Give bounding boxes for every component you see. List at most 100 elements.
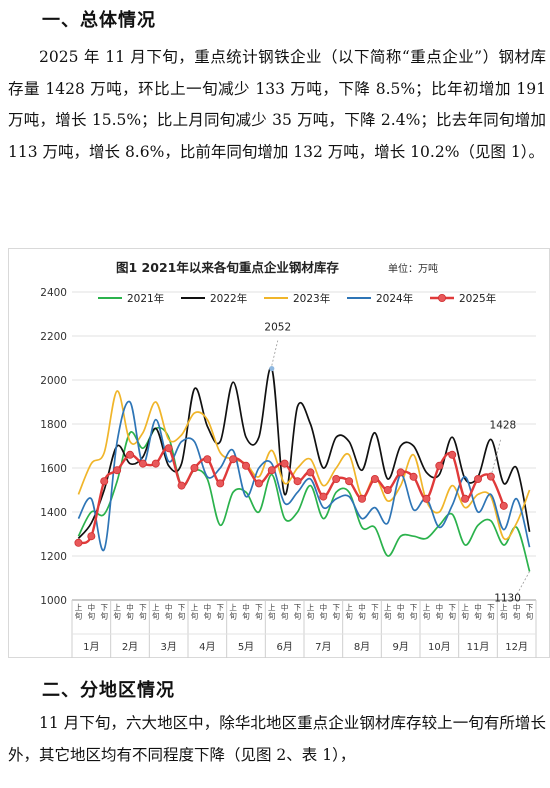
legend-label-0: 2021年 [127, 292, 164, 305]
x-tick-label: 中旬 [358, 602, 366, 621]
x-tick-label: 上旬 [268, 603, 276, 621]
series-point-2025 [190, 463, 199, 472]
month-label: 10月 [428, 641, 451, 653]
chart-canvas: 图1 2021年以来各旬重点企业钢材库存 单位：万吨 1000 1200 1400 160… [8, 248, 550, 658]
series-point-2025 [280, 459, 289, 468]
month-label: 9月 [392, 641, 408, 653]
chart-title: 图1 2021年以来各旬重点企业钢材库存 [116, 260, 339, 275]
annotation-label: 1428 [490, 420, 517, 432]
x-tick-label: 上旬 [423, 603, 431, 621]
series-point-2025 [100, 477, 109, 486]
series-point-2025 [461, 494, 470, 503]
x-tick-label: 下旬 [487, 603, 495, 621]
annotation-label: 2052 [264, 322, 291, 334]
x-tick-label: 中旬 [513, 602, 521, 621]
y-tick-label: 2400 [40, 287, 67, 299]
x-tick-label: 下旬 [216, 603, 224, 621]
series-line-2 [77, 390, 531, 541]
x-tick-label: 上旬 [152, 603, 160, 621]
inventory-chart: 图1 2021年以来各旬重点企业钢材库存 单位：万吨 1000 1200 1400 160… [8, 248, 550, 658]
x-tick-label: 上旬 [307, 603, 315, 621]
series-point-2025 [396, 468, 405, 477]
month-label: 6月 [276, 641, 292, 653]
series-point-2025 [332, 474, 341, 483]
series-point-2025 [203, 455, 212, 464]
x-tick-label: 下旬 [448, 603, 456, 621]
series-line-1 [77, 367, 531, 539]
series-point-2025 [422, 494, 431, 503]
x-tick-label: 中旬 [204, 602, 212, 621]
month-label: 12月 [505, 641, 528, 653]
x-tick-label: 中旬 [126, 602, 134, 621]
series-point-2025 [357, 494, 366, 503]
x-tick-label: 上旬 [500, 603, 508, 621]
x-tick-label: 下旬 [332, 603, 340, 621]
legend-label-3: 2024年 [376, 292, 413, 305]
month-label: 3月 [160, 641, 176, 653]
month-label: 8月 [354, 641, 370, 653]
annotation-marker [269, 365, 275, 372]
section1-paragraph: 2025 年 11 月下旬，重点统计钢铁企业（以下简称“重点企业”）钢材库存量 … [8, 48, 546, 161]
y-tick-label: 2000 [40, 375, 67, 387]
series-point-2025 [177, 481, 186, 490]
x-tick-label: 下旬 [100, 603, 108, 621]
section2-heading: 二、分地区情况 [42, 680, 175, 701]
x-tick-label: 上旬 [75, 603, 83, 621]
x-tick-label: 中旬 [474, 602, 482, 621]
annotation-leader [271, 340, 279, 366]
series-point-2025 [383, 485, 392, 494]
series-point-2025 [151, 459, 160, 468]
x-tick-label: 中旬 [242, 602, 250, 621]
series-line-4 [77, 446, 505, 545]
legend-label-1: 2022年 [210, 292, 247, 305]
x-tick-label: 中旬 [436, 602, 444, 621]
month-label: 11月 [467, 641, 490, 653]
series-point-2025 [473, 474, 482, 483]
x-tick-label: 下旬 [410, 603, 418, 621]
section2-paragraph: 11 月下旬，六大地区中，除华北地区重点企业钢材库存较上一旬有所增长外，其它地区… [8, 714, 546, 764]
x-tick-label: 中旬 [281, 602, 289, 621]
month-label: 5月 [238, 641, 254, 653]
series-point-2025 [164, 444, 173, 453]
month-label: 2月 [122, 641, 138, 653]
annotation-label: 1130 [494, 592, 521, 604]
annotation-leader [490, 438, 502, 477]
month-label: 1月 [83, 641, 99, 653]
series-point-2025 [448, 450, 457, 459]
x-tick-label: 上旬 [229, 603, 237, 621]
series-point-2025 [306, 468, 315, 477]
y-tick-label: 1400 [40, 507, 67, 519]
x-tick-label: 中旬 [397, 602, 405, 621]
series-point-2025 [370, 474, 379, 483]
month-label: 7月 [315, 641, 331, 653]
series-point-2025 [138, 459, 147, 468]
series-point-2025 [87, 532, 96, 541]
x-tick-label: 中旬 [165, 602, 173, 621]
series-point-2025 [435, 461, 444, 470]
x-tick-label: 下旬 [371, 603, 379, 621]
y-tick-label: 1800 [40, 419, 67, 431]
x-tick-label: 上旬 [384, 603, 392, 621]
series-point-2025 [267, 466, 276, 475]
x-tick-label: 下旬 [294, 603, 302, 621]
legend-marker [437, 294, 446, 303]
series-point-2025 [229, 455, 238, 464]
x-tick-label: 下旬 [139, 603, 147, 621]
series-point-2025 [254, 479, 263, 488]
series-point-2025 [126, 450, 135, 459]
series-point-2025 [409, 472, 418, 481]
series-point-2025 [216, 479, 225, 488]
x-tick-label: 下旬 [526, 603, 534, 621]
legend-label-2: 2023年 [293, 292, 330, 305]
series-point-2025 [113, 466, 122, 475]
y-tick-label: 2200 [40, 331, 67, 343]
series-point-2025 [319, 492, 328, 501]
chart-unit-label: 单位：万吨 [388, 262, 438, 275]
x-tick-label: 上旬 [461, 603, 469, 621]
annotation-leader [517, 571, 530, 594]
legend-label-4: 2025年 [459, 292, 496, 305]
y-tick-label: 1600 [40, 463, 67, 475]
series-point-2025 [74, 538, 83, 547]
section1-heading: 一、总体情况 [42, 10, 156, 31]
month-label: 4月 [199, 641, 215, 653]
